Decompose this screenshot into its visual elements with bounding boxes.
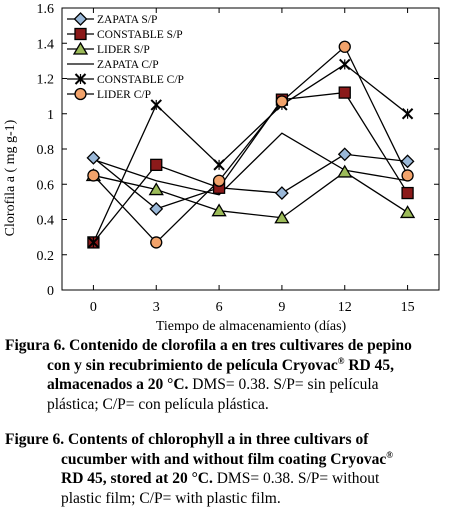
caption-en-registered: ® <box>386 449 393 460</box>
y-tick-label: 1.6 <box>37 2 55 17</box>
caption-es-line2: con y sin recubrimiento de película Cryo… <box>47 356 338 374</box>
caption-en-line3-bold: RD 45, stored at 20 °C. <box>61 470 213 487</box>
series-line-lider-s-p <box>93 171 408 219</box>
legend-marker-constable-c-p <box>74 73 87 85</box>
data-point-lider-s-p <box>399 205 416 219</box>
series-line-lider-c-p <box>92 45 409 244</box>
x-tick-label: 6 <box>216 300 223 315</box>
data-point-lider-s-p <box>274 210 290 224</box>
x-tick-label: 3 <box>153 300 160 315</box>
chart-series-lines <box>92 45 409 244</box>
caption-spanish: Figura 6. Contenido de clorofila a en tr… <box>5 336 465 414</box>
y-tick-label: 0.8 <box>37 143 55 158</box>
legend-marker-zapata-s-p <box>73 12 88 26</box>
data-point-lider-c-p <box>401 169 414 182</box>
caption-es-line3-text: DMS= 0.38. S/P= sin película <box>188 376 379 393</box>
legend-label-zapata-s-p: ZAPATA S/P <box>97 14 157 26</box>
caption-english: Figure 6. Contents of chlorophyll a in t… <box>5 430 465 508</box>
chart: 0 0.2 0.4 0.6 0.8 1 1.2 1.4 1.6 0 3 6 9 12 15 ZAPATA S… <box>3 2 440 334</box>
legend-label-lider-c-p: LIDER C/P <box>97 89 151 101</box>
data-point-constable-s-p <box>401 186 414 200</box>
data-point-lider-c-p <box>338 40 351 53</box>
data-point-constable-s-p <box>338 86 351 99</box>
x-tick-label: 12 <box>338 300 352 315</box>
data-point-constable-c-p <box>401 108 414 120</box>
data-point-constable-c-p <box>339 58 351 71</box>
data-point-lider-s-p <box>211 203 227 217</box>
y-axis-label: Clorofila a ( mg g-1) <box>3 119 18 236</box>
caption-en-line4: plastic film; C/P= with plastic film. <box>61 489 281 507</box>
data-point-zapata-s-p <box>400 154 415 169</box>
caption-es-registered: ® <box>337 355 345 366</box>
data-point-constable-s-p <box>150 158 163 172</box>
x-axis-label: Tiempo de almacenamiento (días) <box>156 319 347 334</box>
data-point-constable-c-p <box>150 99 162 111</box>
caption-en-line2: cucumber with and without film coating C… <box>61 450 387 468</box>
x-tick-label: 15 <box>401 300 415 315</box>
data-point-lider-c-p <box>212 174 226 187</box>
legend-marker-lider-s-p <box>72 41 89 55</box>
data-point-lider-c-p <box>275 95 289 108</box>
y-tick-label: 1 <box>47 108 54 123</box>
legend-label-constable-s-p: CONSTABLE S/P <box>97 29 183 41</box>
legend-label-lider-s-p: LIDER S/P <box>97 44 150 56</box>
chart-markers <box>85 40 416 249</box>
legend-marker-constable-s-p <box>74 27 87 41</box>
series-line-zapata-c-p <box>93 132 408 196</box>
chart-ticks: 0 0.2 0.4 0.6 0.8 1 1.2 1.4 1.6 0 3 6 9 12 15 <box>37 2 439 315</box>
data-point-lider-s-p <box>337 164 353 178</box>
series-line-constable-c-p <box>92 63 408 243</box>
caption-es-line1: Figura 6. Contenido de clorofila a en tr… <box>5 337 412 354</box>
data-point-zapata-s-p <box>274 186 289 200</box>
legend-label-zapata-c-p: ZAPATA C/P <box>97 59 159 71</box>
data-point-lider-c-p <box>150 236 163 249</box>
data-point-zapata-s-p <box>149 202 164 216</box>
y-tick-label: 1.2 <box>37 73 55 88</box>
data-point-zapata-s-p <box>337 147 352 162</box>
x-tick-label: 0 <box>90 300 97 315</box>
series-line-constable-s-p <box>92 91 409 243</box>
caption-en-line1: Figure 6. Contents of chlorophyll a in t… <box>5 431 369 448</box>
data-point-zapata-s-p <box>86 150 101 165</box>
y-tick-label: 1.4 <box>37 37 55 52</box>
chart-legend: ZAPATA S/P CONSTABLE S/P LIDER S/P ZAPATA C… <box>67 12 184 101</box>
y-tick-label: 0 <box>47 284 54 299</box>
y-tick-label: 0.2 <box>37 249 55 264</box>
x-tick-label: 9 <box>278 300 285 315</box>
series-line-zapata-s-p <box>93 153 408 210</box>
y-tick-label: 0.4 <box>37 214 55 229</box>
data-point-constable-c-p <box>213 159 225 171</box>
legend-marker-lider-c-p <box>74 87 87 101</box>
y-tick-label: 0.6 <box>37 178 55 193</box>
data-point-lider-s-p <box>148 182 164 196</box>
data-point-lider-c-p <box>87 169 100 182</box>
caption-es-line3-bold: almacenados a 20 °C. <box>47 376 189 393</box>
caption-en-line3-text: DMS= 0.38. S/P= without <box>212 470 380 487</box>
data-point-constable-c-p <box>87 236 100 249</box>
caption-es-line4: plástica; C/P= con película plástica. <box>47 395 269 413</box>
caption-es-line2-end: RD 45, <box>344 356 394 374</box>
legend-label-constable-c-p: CONSTABLE C/P <box>97 74 184 86</box>
